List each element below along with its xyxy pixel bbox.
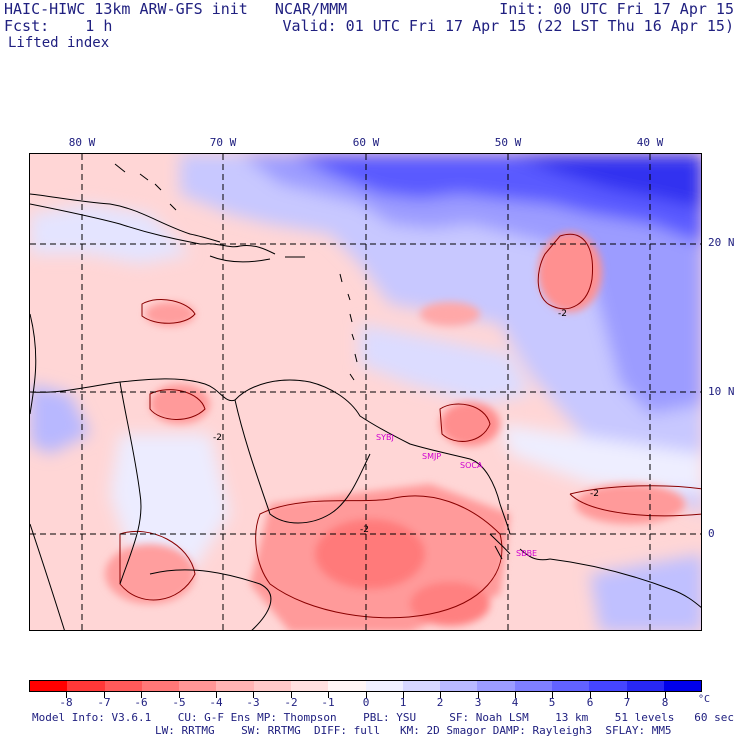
station-sbbe: SBBE (516, 549, 537, 558)
colorbar-tick (179, 692, 180, 698)
colorbar-tick (216, 692, 217, 698)
lat-label-10n: 10 N (708, 385, 735, 398)
colorbar-cell (402, 681, 441, 691)
lat-lon-grid (30, 154, 701, 630)
station-smjp: SMJP (422, 452, 441, 461)
colorbar-tick-label: 5 (548, 696, 556, 709)
colorbar-cell (589, 681, 627, 691)
map-canvas: -2 -2 -2 -2 SYBJ SMJP SOCA SBBE (30, 154, 701, 630)
station-sybj: SYBJ (376, 433, 394, 442)
colorbar-tick-label: 7 (623, 696, 631, 709)
colorbar-cell (514, 681, 552, 691)
colorbar-cell (328, 681, 366, 691)
colorbar-cell (253, 681, 291, 691)
contour-label: -2 (360, 525, 369, 535)
colorbar-cell (440, 681, 478, 691)
colorbar-tick-label: 2 (436, 696, 444, 709)
colorbar-tick (665, 692, 666, 698)
contour-label: -2 (558, 309, 567, 319)
lon-label-80w: 80 W (68, 136, 96, 149)
contour-label: -2 (213, 433, 222, 443)
colorbar-cell (30, 681, 68, 691)
contour-lines (119, 233, 701, 619)
model-title: HAIC-HIWC 13km ARW-GFS init NCAR/MMM (4, 0, 348, 18)
colorbar-tick (253, 692, 254, 698)
lat-label-0: 0 (708, 527, 715, 540)
model-info-line1: Model Info: V3.6.1 CU: G-F Ens MP: Thomp… (32, 711, 734, 724)
colorbar-tick-label: -5 (172, 696, 186, 709)
colorbar-tick-label: 0 (362, 696, 370, 709)
colorbar-tick (478, 692, 479, 698)
lifted-index-map: -2 -2 -2 -2 SYBJ SMJP SOCA SBBE (29, 153, 702, 631)
colorbar-tick-label: -3 (246, 696, 260, 709)
colorbar-tick-label: -7 (97, 696, 111, 709)
forecast-hour: Fcst: 1 h (4, 17, 113, 35)
colorbar-tick (104, 692, 105, 698)
colorbar-tick (66, 692, 67, 698)
colorbar-tick-label: 3 (474, 696, 482, 709)
colorbar-tick (328, 692, 329, 698)
coastlines (30, 163, 701, 630)
lon-label-40w: 40 W (636, 136, 664, 149)
colorbar-cell (290, 681, 329, 691)
colorbar-tick-label: -4 (209, 696, 223, 709)
lon-label-70w: 70 W (209, 136, 237, 149)
colorbar-cell (626, 681, 664, 691)
colorbar-tick (627, 692, 628, 698)
colorbar-cell (216, 681, 254, 691)
colorbar-tick-label: -6 (134, 696, 148, 709)
colorbar-cell (365, 681, 403, 691)
init-time: Init: 00 UTC Fri 17 Apr 15 (499, 0, 734, 18)
lat-label-20n: 20 N (708, 236, 735, 249)
valid-time: Valid: 01 UTC Fri 17 Apr 15 (22 LST Thu … (282, 17, 734, 35)
colorbar-cell (551, 681, 590, 691)
model-info-line2: LW: RRTMG SW: RRTMG DIFF: full KM: 2D Sm… (155, 724, 672, 737)
colorbar-tick-label: 6 (586, 696, 594, 709)
colorbar-tick (141, 692, 142, 698)
field-name: Lifted index (8, 35, 110, 51)
colorbar-tick-label: 8 (661, 696, 669, 709)
colorbar-tick (590, 692, 591, 698)
colorbar-tick (291, 692, 292, 698)
unit-label: °C (698, 694, 711, 705)
colorbar-tick-label: 4 (511, 696, 519, 709)
colorbar-tick (440, 692, 441, 698)
colorbar-tick-label: -2 (284, 696, 298, 709)
colorbar-tick-label: 1 (399, 696, 407, 709)
colorbar (29, 680, 702, 692)
colorbar-tick (515, 692, 516, 698)
colorbar-tick (366, 692, 367, 698)
colorbar-tick (552, 692, 553, 698)
station-soca: SOCA (460, 461, 483, 470)
colorbar-tick-label: -1 (321, 696, 335, 709)
colorbar-cell (104, 681, 142, 691)
colorbar-cell (141, 681, 180, 691)
lon-label-60w: 60 W (352, 136, 380, 149)
colorbar-tick (403, 692, 404, 698)
colorbar-tick-label: -8 (59, 696, 73, 709)
colorbar-cell (179, 681, 217, 691)
colorbar-cell (477, 681, 515, 691)
colorbar-cell (67, 681, 105, 691)
contour-label: -2 (590, 489, 599, 499)
lon-label-50w: 50 W (494, 136, 522, 149)
colorbar-cell (663, 681, 702, 691)
